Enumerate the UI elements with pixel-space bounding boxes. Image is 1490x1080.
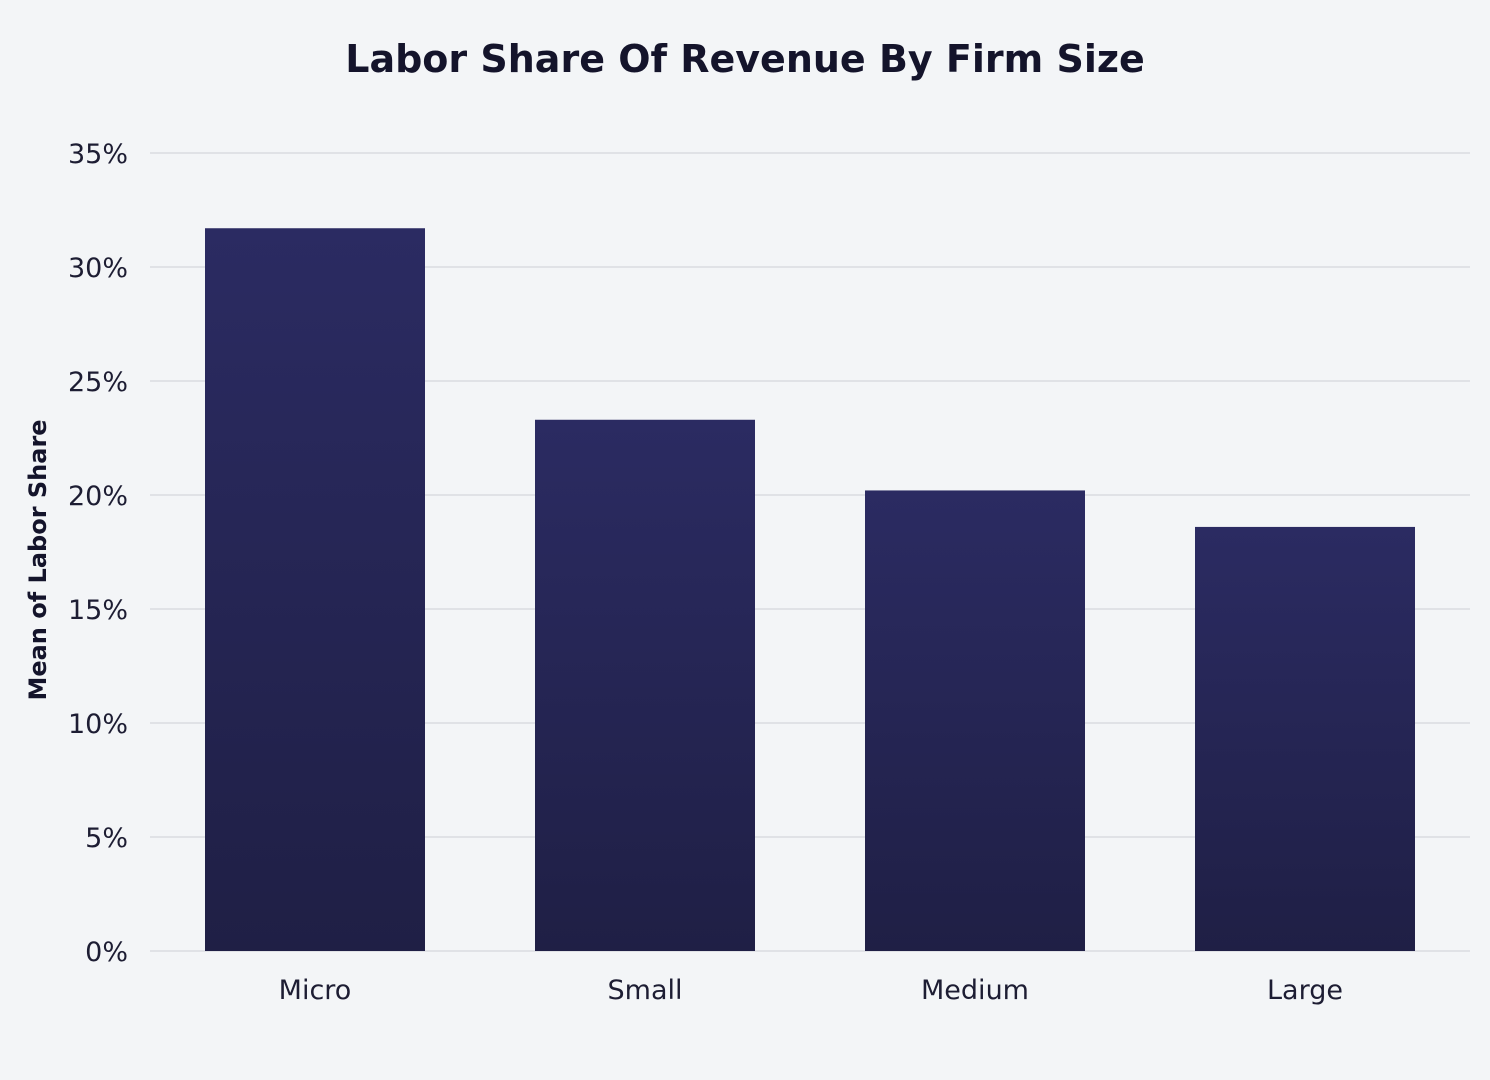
y-tick-label: 0% bbox=[85, 937, 128, 968]
y-tick-label: 25% bbox=[68, 367, 128, 398]
y-axis-label: Mean of Labor Share bbox=[24, 419, 52, 700]
x-tick-label: Small bbox=[608, 975, 683, 1006]
y-tick-label: 35% bbox=[68, 139, 128, 170]
y-tick-label: 10% bbox=[68, 709, 128, 740]
bar-small bbox=[535, 419, 755, 951]
chart-title: Labor Share Of Revenue By Firm Size bbox=[345, 37, 1144, 81]
x-tick-label: Medium bbox=[921, 975, 1029, 1006]
bars bbox=[205, 228, 1415, 952]
bar-large bbox=[1195, 526, 1415, 951]
y-tick-label: 5% bbox=[85, 823, 128, 854]
y-tick-label: 20% bbox=[68, 481, 128, 512]
y-tick-label: 30% bbox=[68, 253, 128, 284]
bar-micro bbox=[205, 228, 425, 952]
x-axis-ticks: Micro Small Medium Large bbox=[279, 975, 1343, 1006]
bar-medium bbox=[865, 490, 1085, 951]
y-tick-label: 15% bbox=[68, 595, 128, 626]
y-axis-ticks: 0% 5% 10% 15% 20% 25% 30% 35% bbox=[68, 139, 128, 968]
x-tick-label: Large bbox=[1267, 975, 1343, 1006]
x-tick-label: Micro bbox=[279, 975, 352, 1006]
